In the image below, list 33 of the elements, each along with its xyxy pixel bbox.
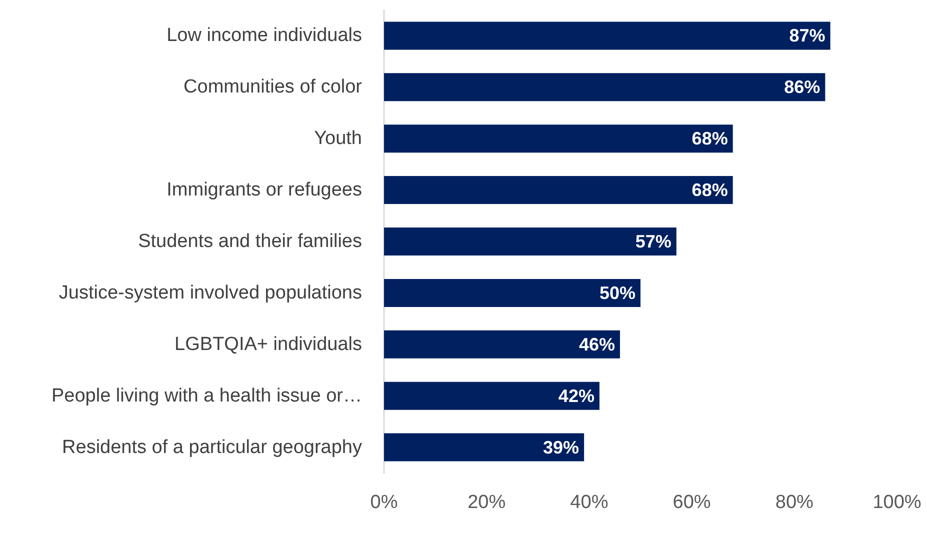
x-tick-label: 100% bbox=[872, 492, 922, 513]
data-label: 86% bbox=[784, 77, 820, 98]
y-tick-label: Students and their families bbox=[138, 231, 362, 252]
data-label: 57% bbox=[635, 232, 672, 252]
x-tick-label: 80% bbox=[775, 492, 814, 513]
bar bbox=[384, 382, 600, 410]
y-tick-label: People living with a health issue or… bbox=[51, 385, 362, 406]
y-tick-label: LGBTQIA+ individuals bbox=[174, 334, 362, 355]
y-tick-label: Low income individuals bbox=[166, 25, 362, 46]
y-tick-label: Immigrants or refugees bbox=[166, 180, 362, 201]
y-tick-label: Youth bbox=[314, 128, 362, 150]
x-tick-label: 20% bbox=[468, 492, 506, 513]
data-label: 39% bbox=[543, 437, 580, 458]
bar bbox=[384, 124, 733, 153]
bar bbox=[384, 22, 830, 50]
bar bbox=[384, 330, 620, 358]
data-label: 68% bbox=[692, 128, 728, 149]
x-tick-label: 60% bbox=[672, 492, 711, 513]
data-label: 42% bbox=[558, 386, 594, 406]
data-label: 87% bbox=[789, 26, 826, 46]
y-tick-label: Communities of color bbox=[184, 76, 363, 98]
bar bbox=[384, 228, 676, 256]
data-label: 68% bbox=[692, 180, 728, 200]
data-label: 46% bbox=[578, 334, 615, 354]
bar bbox=[384, 278, 640, 307]
bar bbox=[384, 73, 826, 102]
data-label: 50% bbox=[599, 282, 636, 303]
x-tick-label: 40% bbox=[570, 492, 608, 513]
bar bbox=[384, 176, 733, 204]
bar bbox=[384, 433, 584, 462]
y-tick-label: Justice-system involved populations bbox=[58, 282, 362, 304]
y-tick-label: Residents of a particular geography bbox=[62, 436, 362, 458]
x-tick-label: 0% bbox=[370, 492, 398, 513]
